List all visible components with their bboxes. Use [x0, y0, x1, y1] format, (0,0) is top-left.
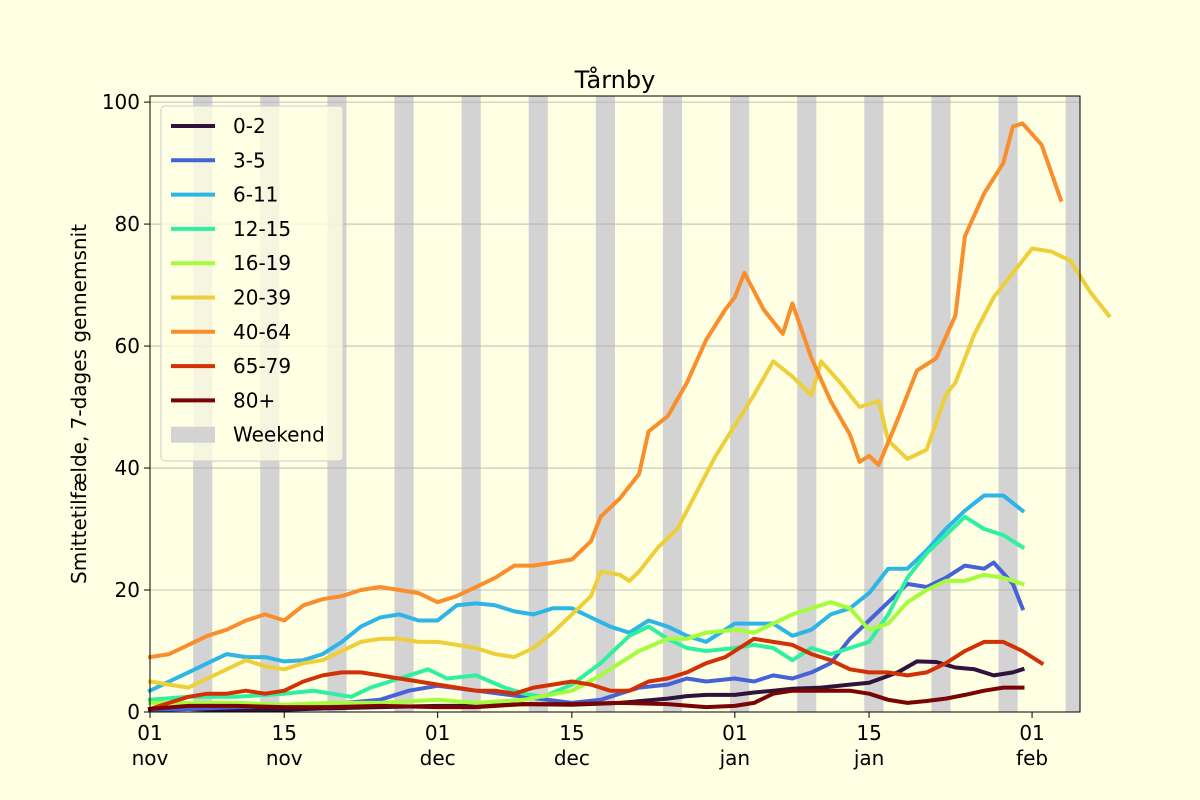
legend-label: 40-64	[233, 320, 291, 344]
x-tick-day: 01	[137, 721, 162, 745]
series-line-6-11	[147, 493, 1026, 694]
y-tick-label: 100	[102, 90, 140, 114]
legend: 0-2 3-5 6-11 12-15 16-19 20-39 40-64 65-79 80+ We…	[160, 105, 344, 462]
series-lines	[147, 121, 1112, 713]
y-axis: 0 20 40 60 80 100	[102, 90, 150, 724]
x-tick-month: nov	[266, 746, 303, 770]
legend-label: 6-11	[233, 183, 278, 207]
x-tick-month: jan	[853, 746, 885, 770]
x-tick-day: 15	[272, 721, 297, 745]
y-axis-label: Smittetilfælde, 7-dages gennemsnit	[67, 224, 91, 584]
weekend-band	[998, 96, 1018, 712]
legend-label: 3-5	[233, 148, 266, 172]
x-tick-day: 15	[559, 721, 584, 745]
plot-frame	[149, 95, 1081, 713]
x-tick-day: 01	[722, 721, 747, 745]
series-line-40-64	[147, 121, 1064, 660]
x-tick-month: dec	[420, 746, 456, 770]
legend-label-weekend: Weekend	[233, 423, 325, 447]
legend-label: 16-19	[233, 251, 291, 275]
weekend-band	[1065, 96, 1080, 712]
legend-label: 65-79	[233, 354, 291, 378]
weekend-band	[797, 96, 817, 712]
chart-title: Tårnby	[574, 65, 656, 94]
x-tick-month: nov	[132, 746, 169, 770]
legend-label: 20-39	[233, 286, 291, 310]
y-tick-label: 20	[115, 578, 140, 602]
weekend-band	[730, 96, 750, 712]
weekend-band	[394, 96, 414, 712]
x-tick-month: jan	[719, 746, 751, 770]
y-tick-label: 0	[127, 700, 140, 724]
y-tick-label: 40	[115, 456, 140, 480]
legend-label: 0-2	[233, 114, 266, 138]
weekend-band	[595, 96, 615, 712]
series-line-20-39	[147, 246, 1112, 690]
x-tick-month: feb	[1016, 746, 1048, 770]
series-line-80+	[147, 685, 1025, 712]
y-tick-label: 60	[115, 334, 140, 358]
x-tick-day: 15	[856, 721, 881, 745]
y-tick-label: 80	[115, 212, 140, 236]
legend-swatch-weekend	[171, 426, 215, 443]
x-tick-day: 01	[1019, 721, 1044, 745]
series-line-65-79	[147, 636, 1045, 712]
series-line-16-19	[148, 572, 1026, 707]
weekend-band	[528, 96, 548, 712]
x-tick-day: 01	[425, 721, 450, 745]
legend-label: 80+	[233, 388, 275, 412]
weekend-band	[461, 96, 481, 712]
x-tick-month: dec	[554, 746, 590, 770]
legend-label: 12-15	[233, 217, 291, 241]
series-line-3-5	[147, 560, 1026, 713]
